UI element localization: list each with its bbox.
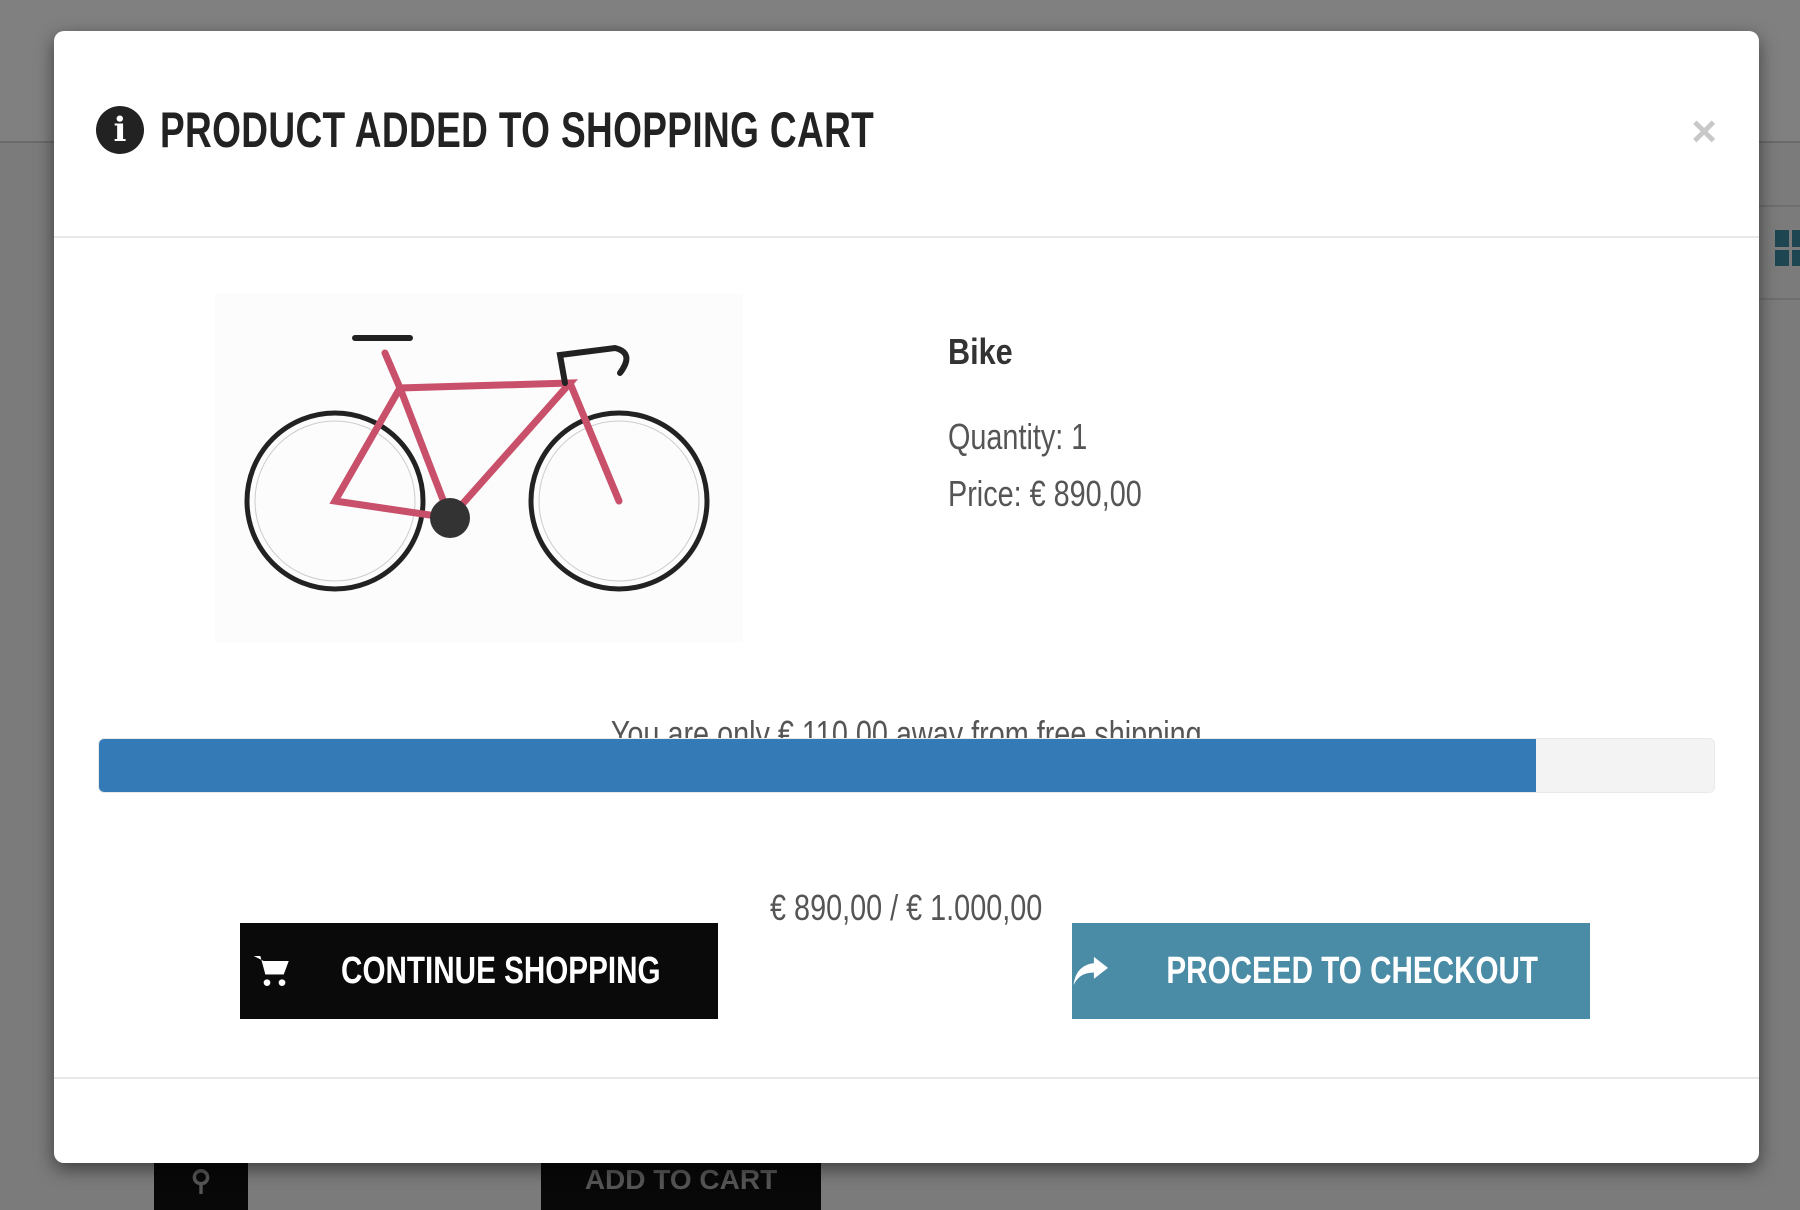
cart-modal: i PRODUCT ADDED TO SHOPPING CART × Bike … — [54, 31, 1759, 1163]
product-image — [215, 293, 743, 643]
background-toolbar — [1759, 205, 1800, 300]
share-arrow-icon — [1073, 956, 1108, 986]
continue-shopping-button[interactable]: CONTINUE SHOPPING — [240, 923, 718, 1019]
close-button[interactable]: × — [1691, 107, 1717, 156]
free-shipping-progress-bar — [98, 738, 1715, 793]
modal-title: i PRODUCT ADDED TO SHOPPING CART — [96, 101, 1125, 159]
proceed-to-checkout-button[interactable]: PROCEED TO CHECKOUT — [1072, 923, 1590, 1019]
continue-shopping-label: CONTINUE SHOPPING — [341, 949, 661, 992]
progress-fill — [99, 739, 1537, 792]
grid-view-icon[interactable] — [1775, 230, 1800, 266]
progress-totals-text: € 890,00 / € 1.000,00 — [770, 887, 1043, 928]
progress-totals: € 890,00 / € 1.000,00 — [54, 887, 1759, 929]
search-icon: ⚲ — [190, 1164, 212, 1196]
info-circle-icon: i — [96, 106, 144, 154]
add-to-cart-label: ADD TO CART — [584, 1164, 778, 1195]
product-quantity: Quantity: 1 — [948, 416, 1088, 457]
modal-footer — [54, 1077, 1759, 1079]
modal-header: i PRODUCT ADDED TO SHOPPING CART × — [54, 31, 1759, 238]
modal-title-text: PRODUCT ADDED TO SHOPPING CART — [160, 102, 875, 158]
product-price: Price: € 890,00 — [948, 473, 1142, 514]
shopping-cart-icon — [253, 956, 289, 986]
product-name: Bike — [948, 331, 1013, 372]
proceed-to-checkout-label: PROCEED TO CHECKOUT — [1165, 949, 1538, 992]
